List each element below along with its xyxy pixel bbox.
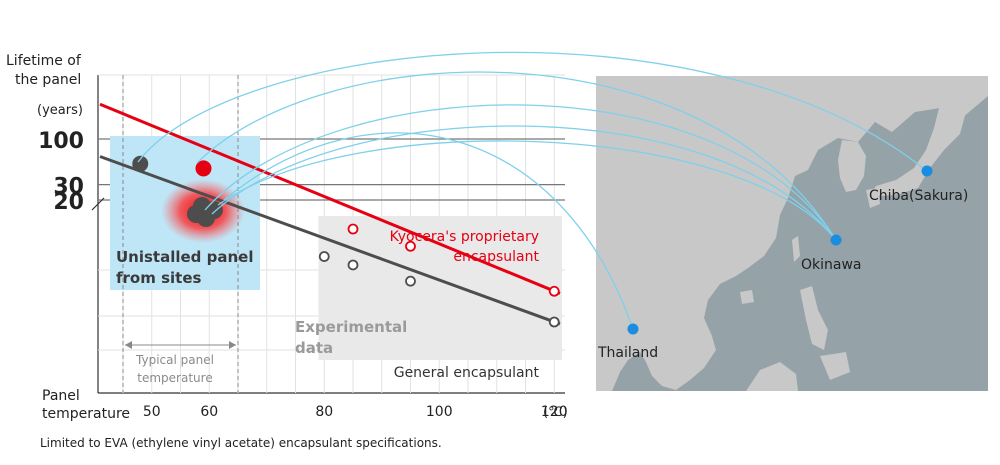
kyocera-data-point [405,240,416,252]
typical-temp-label-line1: Typical panel [135,353,214,367]
general-data-point [347,259,359,271]
series-label-general: General encapsulant [394,365,540,381]
experimental-region [318,216,562,360]
map-marker-chiba [921,165,933,177]
chart-series [99,102,561,328]
y-tick-label: 20 [53,190,84,215]
x-tick-label: 100 [426,404,453,420]
general-line [99,155,561,326]
x-tick-label: 60 [200,404,218,420]
map-land-taiwan [792,236,800,262]
arc-okinawa-4 [217,140,837,241]
y-axis-unit: (years) [37,103,83,118]
kyocera-data-point [548,285,560,297]
x-tick-label: 50 [143,404,161,420]
series-label-kyocera-line1: Kyocera's proprietary [390,229,539,245]
map-label-chiba: Chiba(Sakura) [869,188,968,204]
general-data-point [548,316,560,328]
footnote: Limited to EVA (ethylene vinyl acetate) … [40,436,442,450]
series-label-kyocera-line2: encapsulant [453,249,539,265]
axis-break-mark [91,197,105,211]
map-markers [627,165,933,335]
x-tick-label: 80 [315,404,333,420]
arc-thailand [223,132,634,330]
map-land-kyushu [866,188,880,208]
y-axis-label-line2: the panel [15,72,81,88]
field-cluster-point [193,197,211,215]
x-axis-unit: (℃) [543,405,568,420]
y-tick-label: 100 [38,129,84,154]
general-data-point [318,251,330,262]
field-point-general [132,155,149,172]
general-data-point [405,275,416,287]
kyocera-data-point [347,223,359,235]
map-land-hainan [740,290,754,304]
experimental-label-line2: data [295,339,333,357]
asia-map [596,76,988,391]
x-tick-label: 120 [541,404,568,420]
experimental-label-line1: Experimental [295,318,407,336]
map-land-borneo [746,362,798,391]
typical-temp-label-line2: temperature [137,371,212,385]
arrowhead-right [229,341,236,349]
x-axis-label-line2: temperature [42,406,130,422]
arc-chiba [137,51,928,172]
map-marker-okinawa [830,234,842,246]
arc-okinawa-3 [211,125,837,241]
map-land-japan [870,96,966,196]
map-label-thailand: Thailand [597,345,658,361]
y-tick-label: 30 [53,175,84,200]
map-label-okinawa: Okinawa [801,257,862,273]
map-marker-thailand [627,323,639,335]
map-arcs [137,51,928,330]
arrowhead-left [125,341,132,349]
y-axis-label-line1: Lifetime of [6,53,82,69]
field-box-label-line1: Unistalled panel [116,248,254,266]
field-point-kyocera [195,160,212,177]
x-axis-label-line1: Panel [42,388,80,404]
kyocera-line [99,102,561,295]
map-land-mindanao [820,352,850,380]
map-land-korea [838,140,866,192]
field-box-label-line2: from sites [116,269,201,287]
arc-okinawa-1 [196,71,837,241]
map-land-philippines [800,286,828,350]
arc-okinawa-2 [204,104,837,241]
map-land-mainland [596,76,988,391]
